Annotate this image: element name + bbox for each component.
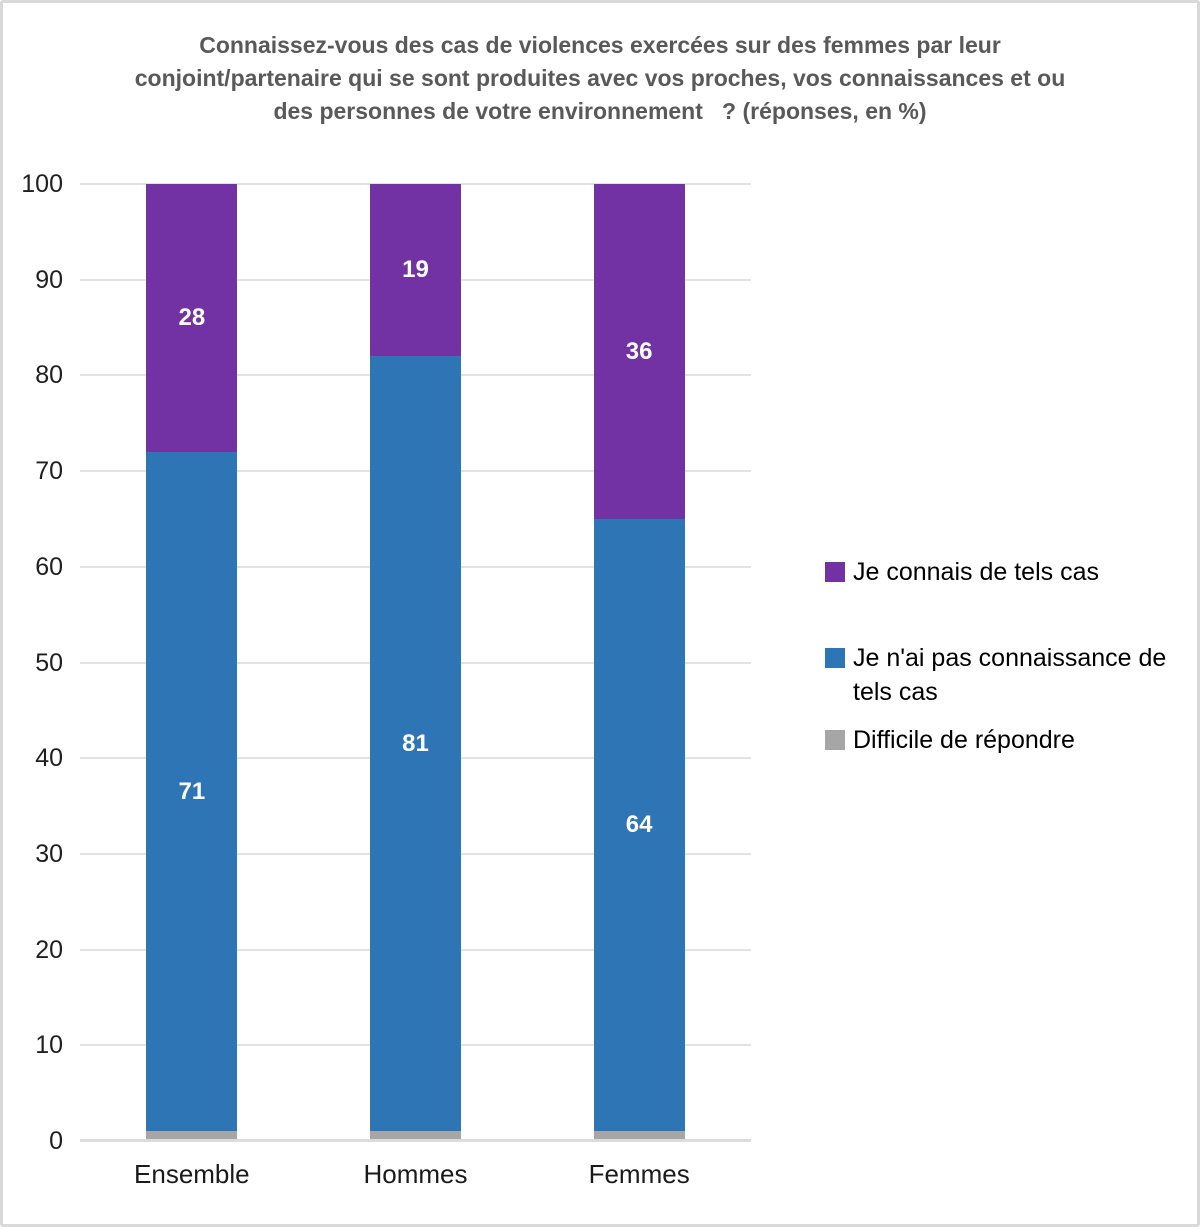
y-axis-label: 100 [21, 170, 63, 198]
legend-item: Je n'ai pas connaissance de tels cas [825, 641, 1197, 709]
bar-segment [146, 1131, 238, 1141]
data-label: 19 [402, 256, 429, 284]
y-gridline [80, 183, 751, 185]
y-axis-label: 20 [35, 935, 63, 964]
legend-label: Je connais de tels cas [853, 558, 1099, 586]
legend-label: Difficile de répondre [853, 726, 1075, 754]
bar-segment: 64 [593, 518, 685, 1132]
legend-swatch [825, 730, 845, 750]
y-axis-label: 40 [35, 744, 63, 773]
bar-segment [593, 1131, 685, 1141]
plot-area: 0 10 20 30 40 50 60 70 80 90 100 71 28 81 19 64 36 [21, 170, 751, 1155]
y-axis-label: 90 [35, 265, 63, 294]
legend-item: Difficile de répondre [825, 723, 1197, 757]
x-axis-line [80, 1139, 751, 1142]
y-axis-label: 70 [35, 457, 63, 486]
x-axis-label: Ensemble [134, 1159, 250, 1189]
legend: Je connais de tels cas Je n'ai pas connai… [825, 555, 1197, 757]
y-axis-label: 10 [35, 1031, 63, 1060]
bar-ensemble: 71 28 [146, 184, 238, 1141]
legend-label: Je n'ai pas connaissance de tels cas [853, 644, 1167, 706]
y-axis-label: 50 [35, 648, 63, 677]
x-axis-label: Hommes [363, 1159, 468, 1189]
bar-segment: 81 [370, 356, 461, 1132]
data-label: 71 [178, 777, 206, 805]
legend-swatch [825, 562, 845, 582]
y-axis-label: 60 [35, 552, 63, 581]
y-axis-label: 0 [49, 1127, 63, 1155]
data-label: 36 [625, 337, 653, 365]
bar-segment: 71 [146, 451, 238, 1132]
bar-segment: 28 [146, 184, 238, 452]
legend-item: Je connais de tels cas [825, 555, 1197, 589]
bar-femmes: 64 36 [593, 184, 685, 1141]
legend-swatch [825, 648, 845, 668]
data-label: 28 [178, 303, 206, 331]
x-axis-label: Femmes [588, 1159, 690, 1189]
bar-hommes: 81 19 [370, 184, 461, 1141]
y-axis-label: 30 [35, 839, 63, 868]
bar-segment [370, 1131, 461, 1141]
chart-title: Connaissez-vous des cas de violences exe… [134, 32, 1072, 124]
bar-segment: 36 [593, 184, 685, 519]
bar-segment: 19 [370, 184, 461, 357]
y-axis-label: 80 [35, 361, 63, 390]
data-label: 64 [625, 811, 653, 839]
data-label: 81 [402, 729, 429, 757]
